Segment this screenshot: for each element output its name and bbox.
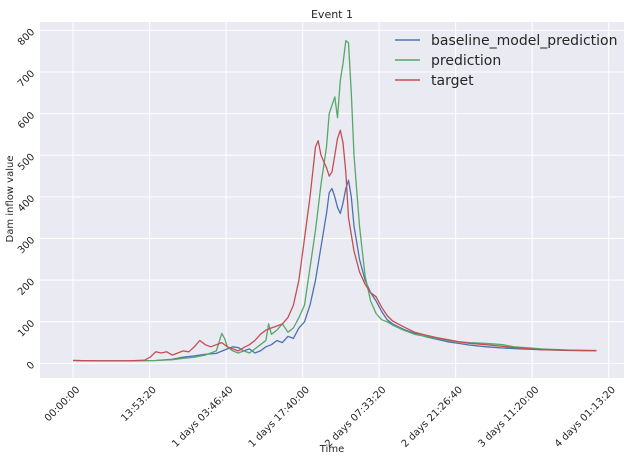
y-tick-label: 800 [16,27,37,48]
y-tick-label: 0 [25,360,37,372]
chart-title: Event 1 [311,8,353,21]
x-axis-label: Time [319,444,344,455]
plot-background [40,22,624,378]
x-tick-label: 2 days 07:33:20 [323,385,388,450]
x-tick-label: 13:53:20 [119,385,159,425]
x-tick-label: 1 days 03:46:40 [170,385,235,450]
y-tick-label: 700 [16,68,37,89]
series-line-prediction [73,40,597,362]
series-line-target [73,129,597,362]
y-tick-labels: 0 100 200 300 400 500 600 700 800 [16,27,37,372]
legend-label-target: target [431,73,474,89]
y-tick-label: 600 [16,110,37,131]
x-tick-label: 1 days 17:40:00 [247,385,312,450]
legend-label-prediction: prediction [431,53,501,69]
x-tick-label: 4 days 01:13:20 [553,385,618,450]
y-axis-label: Dam inflow value [5,156,16,243]
x-tick-label: 3 days 11:20:00 [476,385,541,450]
y-tick-label: 300 [16,235,37,256]
x-tick-label: 2 days 21:26:40 [400,385,465,450]
y-tick-label: 500 [16,152,37,173]
x-tick-labels: 00:00:00 13:53:20 1 days 03:46:40 1 days 17… [43,385,618,450]
legend: baseline_model_prediction prediction targe… [395,33,617,89]
x-tick-label: 00:00:00 [43,385,83,425]
legend-label-baseline_model_prediction: baseline_model_prediction [431,33,617,49]
y-tick-label: 200 [16,277,37,298]
y-tick-label: 100 [16,318,37,339]
series-lines [73,40,597,362]
gridlines [40,22,624,378]
y-tick-label: 400 [16,193,37,214]
